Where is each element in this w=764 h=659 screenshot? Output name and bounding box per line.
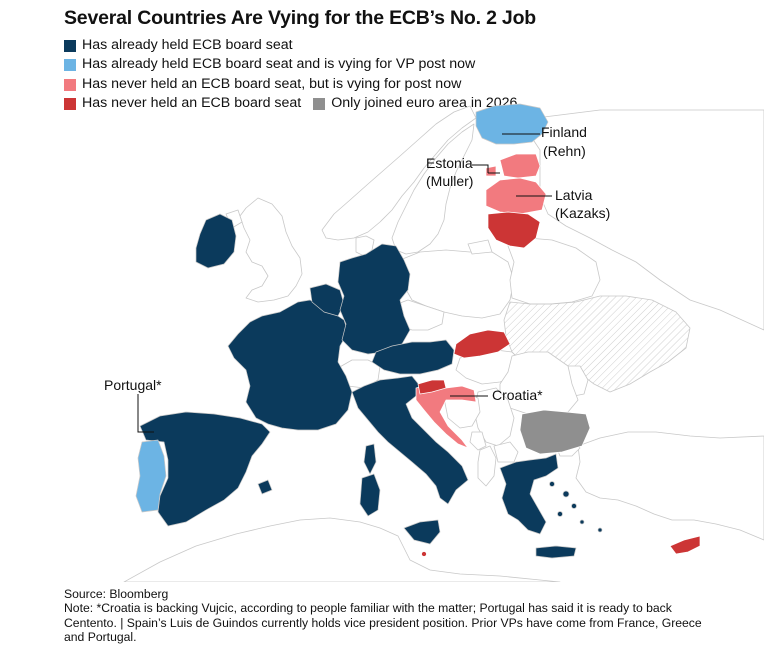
north-macedonia [493, 441, 519, 463]
greece [499, 453, 559, 535]
slovakia [453, 329, 511, 359]
legend-label-never-vying: Has never held an ECB board seat, but is… [82, 75, 462, 92]
europe-map: Finland (Rehn) Estonia (Muller) Latvia (… [104, 103, 764, 582]
slovenia [417, 379, 447, 395]
legend-swatch-joined-2026 [313, 97, 326, 110]
great-britain [239, 197, 303, 303]
label-estonia-person: (Muller) [426, 173, 473, 189]
legend-label-never: Has never held an ECB board seat [82, 95, 302, 112]
label-portugal: Portugal* [104, 377, 162, 393]
held-ecb-seat-countries [139, 213, 603, 559]
ireland [195, 213, 237, 269]
never-held-countries [417, 211, 701, 557]
austria [371, 339, 455, 375]
label-estonia: Estonia [426, 155, 473, 171]
cyprus [669, 535, 701, 555]
note-text: Note: *Croatia is backing Vujcic, accord… [64, 601, 702, 645]
legend-swatch-held-vying [64, 59, 76, 72]
lithuania [487, 211, 541, 249]
germany [337, 243, 411, 355]
label-finland: Finland [541, 124, 587, 140]
estonia [499, 153, 541, 179]
label-finland-person: (Rehn) [543, 143, 586, 159]
legend-swatch-never [64, 97, 76, 110]
greek-island-5 [549, 481, 555, 487]
greek-island-2 [571, 503, 577, 509]
norway [321, 105, 477, 241]
balearic [257, 479, 273, 495]
legend-swatch-never-vying [64, 78, 76, 91]
legend-swatch-held [64, 39, 76, 52]
greek-island-1 [562, 490, 570, 498]
france [227, 299, 353, 431]
legend-item-held: Has already held ECB board seat [64, 36, 517, 55]
leader-lines [137, 133, 552, 433]
label-latvia: Latvia [555, 187, 593, 203]
legend-label-held: Has already held ECB board seat [82, 37, 293, 53]
corsica [363, 443, 377, 475]
finland [475, 103, 549, 145]
kaliningrad [467, 239, 493, 255]
label-croatia: Croatia* [492, 387, 543, 403]
legend-item-held-vying: Has already held ECB board seat and is v… [64, 55, 517, 74]
portugal [135, 439, 167, 513]
spain [139, 411, 271, 527]
bulgaria [519, 409, 591, 455]
montenegro [469, 431, 487, 451]
sweden [391, 123, 475, 255]
croatia [415, 383, 477, 449]
non-euro-countries [123, 105, 764, 582]
turkey [575, 431, 764, 541]
legend-item-never-vying: Has never held an ECB board seat, but is… [64, 75, 517, 94]
malta [421, 551, 427, 557]
crete [535, 545, 577, 559]
poland [399, 249, 515, 319]
source-text: Source: Bloomberg [64, 587, 169, 601]
chart-title: Several Countries Are Vying for the ECB’… [64, 7, 536, 29]
legend-label-held-vying: Has already held ECB board seat and is v… [82, 56, 476, 73]
albania [477, 445, 497, 487]
italy [351, 375, 469, 505]
sicily [403, 519, 441, 545]
greek-island-4 [579, 519, 585, 525]
belarus [507, 237, 601, 305]
sardinia [359, 473, 381, 517]
north-africa [123, 517, 561, 582]
greek-island-3 [557, 511, 563, 517]
label-latvia-person: (Kazaks) [555, 205, 610, 221]
footer: Source: Bloomberg Note: *Croatia is back… [64, 587, 724, 645]
joined-2026-countries [519, 409, 591, 455]
greek-island-6 [597, 527, 603, 533]
